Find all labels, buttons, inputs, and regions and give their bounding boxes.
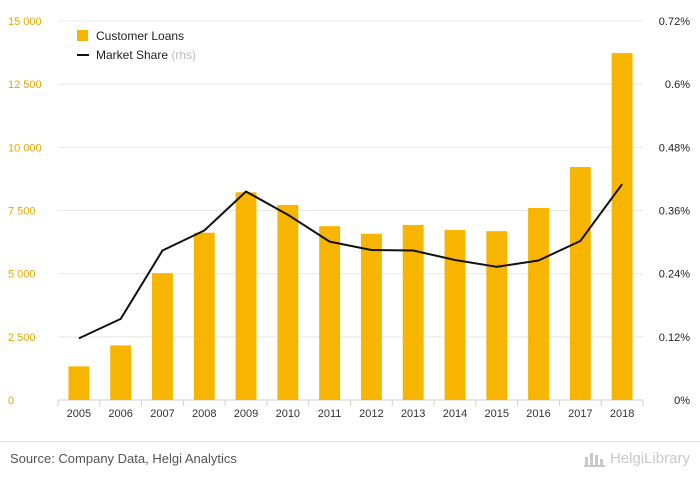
helgi-logo-icon: [583, 452, 605, 467]
left-tick-label: 12 500: [8, 79, 42, 91]
bar: [402, 224, 424, 400]
x-tick-label: 2014: [443, 408, 467, 420]
bar: [110, 345, 132, 400]
bar: [569, 167, 591, 400]
right-tick-label: 0.36%: [659, 206, 690, 218]
x-tick-label: 2009: [234, 408, 258, 420]
bar: [444, 229, 466, 400]
right-axis: 0% 0.12% 0.24% 0.36% 0.48% 0.6% 0.72%: [659, 16, 690, 407]
right-tick-label: 0.72%: [659, 16, 690, 28]
x-tick-label: 2005: [67, 408, 91, 420]
bar: [360, 233, 382, 400]
left-tick-label: 7 500: [8, 206, 36, 218]
right-tick-label: 0.24%: [659, 269, 690, 281]
left-tick-label: 10 000: [8, 142, 42, 154]
market-share-line: [78, 183, 623, 340]
x-tick-label: 2012: [359, 408, 383, 420]
x-tick-label: 2015: [485, 408, 509, 420]
left-tick-label: 0: [8, 395, 14, 407]
bar: [68, 366, 90, 400]
x-tick-label: 2016: [526, 408, 550, 420]
legend-label-suffix: (rhs): [171, 48, 196, 62]
right-tick-label: 0.48%: [659, 142, 690, 154]
x-tick-label: 2007: [150, 408, 174, 420]
brand-name: HelgiLibrary: [609, 450, 690, 467]
bar: [528, 207, 549, 400]
x-tick-label: 2017: [568, 408, 592, 420]
legend-swatch-bar: [77, 30, 88, 41]
x-tick-label: 2013: [401, 408, 425, 420]
left-axis: 0 2 500 5 000 7 500 10 000 12 500 15 000: [8, 16, 42, 407]
source-note: Source: Company Data, Helgi Analytics: [10, 451, 237, 466]
bar: [319, 226, 341, 400]
bar: [193, 232, 215, 400]
bar: [152, 273, 173, 400]
x-tick-label: 2011: [318, 408, 342, 420]
x-tick-label: 2010: [276, 408, 300, 420]
x-tick-label: 2006: [108, 408, 132, 420]
legend-label-bar: Customer Loans: [96, 29, 184, 43]
x-tick-label: 2008: [192, 408, 216, 420]
footer: Source: Company Data, Helgi Analytics He…: [0, 441, 700, 483]
left-tick-label: 2 500: [8, 332, 36, 344]
line-series: [78, 183, 623, 340]
bar-series: [68, 53, 633, 401]
right-tick-label: 0.12%: [659, 332, 690, 344]
legend-label-line: Market Share (rhs): [96, 48, 196, 62]
bar: [277, 204, 299, 400]
x-axis: 2005 2006 2007 2008 2009 2010 2011 2012 2013 2014…: [67, 408, 635, 420]
bar: [486, 231, 508, 400]
bar: [235, 192, 257, 400]
legend: Customer Loans Market Share (rhs): [77, 29, 196, 62]
right-tick-label: 0.6%: [665, 79, 690, 91]
gridlines: [57, 20, 644, 406]
bar: [611, 53, 633, 401]
left-tick-label: 15 000: [8, 16, 42, 28]
chart: 0 2 500 5 000 7 500 10 000 12 500 15 000 0% 0.1…: [8, 16, 690, 420]
right-tick-label: 0%: [674, 395, 690, 407]
brand-logo: HelgiLibrary: [583, 450, 690, 467]
x-tick-label: 2018: [610, 408, 634, 420]
left-tick-label: 5 000: [8, 269, 36, 281]
